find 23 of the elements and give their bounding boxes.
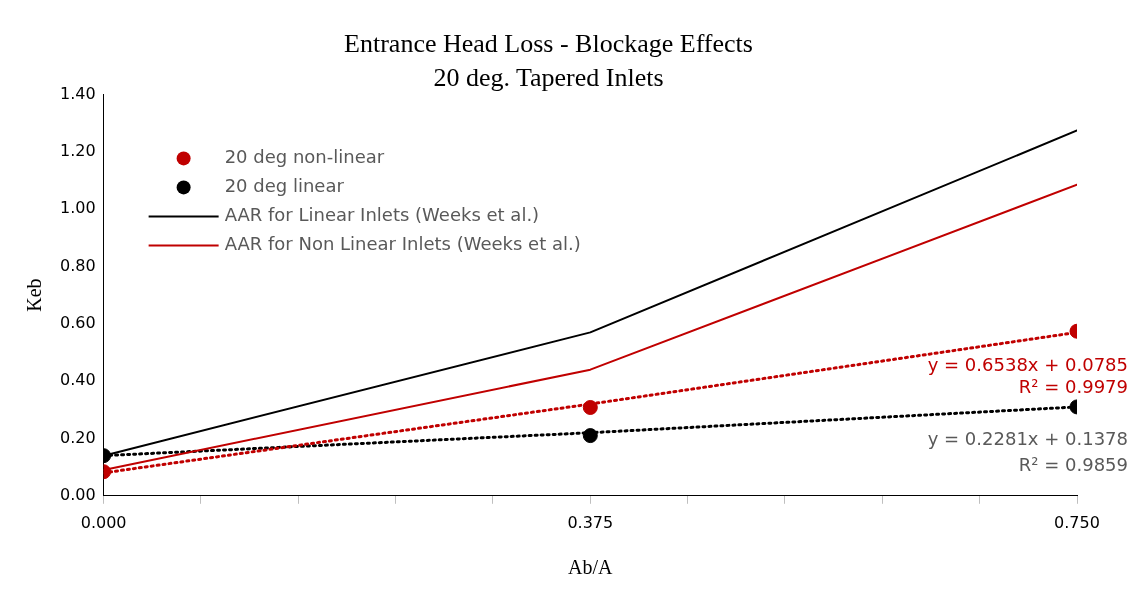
y-tick-label: 0.00 bbox=[60, 484, 96, 504]
annotation: y = 0.2281x + 0.1378 bbox=[927, 427, 1128, 449]
y-tick-label: 1.00 bbox=[60, 198, 96, 218]
legend-label: AAR for Non Linear Inlets (Weeks et al.) bbox=[224, 233, 581, 255]
x-tick-label: 0.375 bbox=[567, 512, 614, 532]
y-tick-label: 0.80 bbox=[60, 255, 96, 275]
y-tick-label: 1.20 bbox=[60, 140, 96, 160]
legend-label: 20 deg non-linear bbox=[224, 146, 385, 168]
x-axis-title: Ab/A bbox=[568, 556, 614, 579]
annotation: R² = 0.9859 bbox=[1018, 453, 1128, 475]
legend-label: 20 deg linear bbox=[224, 175, 345, 197]
y-axis-title: Keb bbox=[23, 278, 46, 312]
annotation: R² = 0.9979 bbox=[1018, 375, 1128, 397]
chart-title: Entrance Head Loss - Blockage Effects bbox=[344, 29, 753, 59]
legend-label: AAR for Linear Inlets (Weeks et al.) bbox=[224, 204, 540, 226]
y-tick-label: 0.60 bbox=[60, 312, 96, 332]
x-tick-label: 0.000 bbox=[80, 512, 127, 532]
y-tick-label: 0.40 bbox=[60, 370, 96, 390]
x-tick-label: 0.750 bbox=[1054, 512, 1100, 532]
chart-subtitle: 20 deg. Tapered Inlets bbox=[433, 62, 664, 92]
y-tick-label: 1.40 bbox=[60, 83, 96, 103]
y-tick-label: 0.20 bbox=[60, 427, 96, 447]
annotation: y = 0.6538x + 0.0785 bbox=[927, 353, 1128, 375]
